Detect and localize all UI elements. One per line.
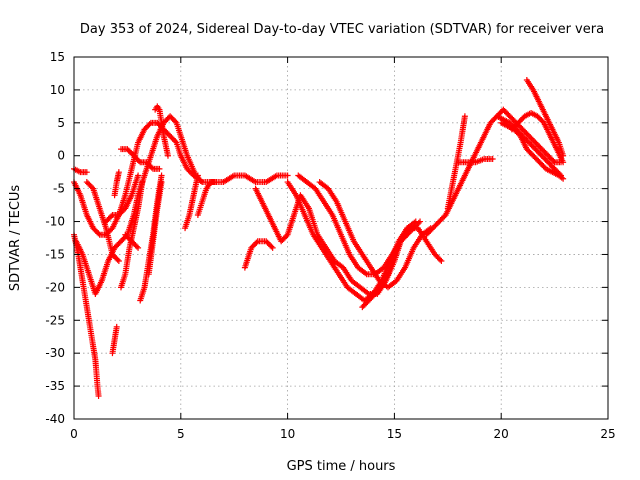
data-point <box>268 243 275 250</box>
axis-ticks: 0 5 10 15 20 25 -40 -35 -30 -25 -20 -15 -10 -5 0 5 10 15 <box>45 50 615 441</box>
data-point <box>158 179 165 186</box>
data-point <box>108 213 115 220</box>
y-tick-label: 10 <box>50 83 65 97</box>
data-point <box>560 152 567 159</box>
data-point <box>88 184 95 191</box>
x-axis-label: GPS time / hours <box>287 459 396 474</box>
data-point <box>417 218 424 225</box>
y-tick-label: 5 <box>57 116 65 130</box>
series-track-n <box>152 103 171 159</box>
series-track-x <box>444 113 468 212</box>
data-point <box>253 239 260 246</box>
data-point <box>438 258 445 265</box>
x-tick-label: 10 <box>280 427 295 441</box>
data-point <box>115 258 122 265</box>
data-point <box>199 179 206 186</box>
data-point <box>172 138 179 145</box>
series-track-l <box>122 231 142 251</box>
x-tick-label: 25 <box>600 427 615 441</box>
data-point <box>164 152 171 159</box>
y-tick-label: 15 <box>50 50 65 64</box>
series-track-o <box>182 172 201 232</box>
data-point <box>95 230 102 237</box>
x-tick-label: 15 <box>387 427 402 441</box>
data-point <box>269 244 276 251</box>
data-point <box>560 175 567 182</box>
series-track-y <box>455 156 496 166</box>
series-track-f <box>103 172 142 225</box>
y-tick-label: -20 <box>45 280 65 294</box>
series-track-g <box>109 323 120 357</box>
data-point <box>113 323 120 330</box>
data-point <box>135 172 142 179</box>
series-track-p <box>194 179 218 218</box>
data-point <box>95 392 102 399</box>
y-tick-label: -40 <box>45 412 65 426</box>
series-track-m <box>145 179 165 278</box>
data-point <box>148 164 155 171</box>
data-point <box>461 113 468 120</box>
y-tick-label: 0 <box>57 149 65 163</box>
data-point <box>156 165 163 172</box>
series-track-w <box>423 106 565 238</box>
y-tick-label: -25 <box>45 313 65 327</box>
x-tick-label: 0 <box>70 427 78 441</box>
series-track-ab <box>523 77 567 159</box>
series-track-t <box>295 172 445 278</box>
y-tick-label: -35 <box>45 379 65 393</box>
data-point <box>115 169 122 176</box>
data-point <box>415 219 422 226</box>
data-point <box>133 243 140 250</box>
series-track-q <box>241 238 276 271</box>
data-point <box>489 156 496 163</box>
y-tick-label: -30 <box>45 346 65 360</box>
data-point <box>284 172 291 179</box>
chart-title: Day 353 of 2024, Sidereal Day-to-day VTE… <box>80 22 604 37</box>
data-point <box>135 244 142 251</box>
data-point <box>135 157 142 164</box>
y-tick-label: -5 <box>53 182 65 196</box>
data-marks <box>71 77 567 399</box>
data-point <box>560 159 567 166</box>
series-track-b <box>71 231 102 399</box>
data-point <box>172 118 179 125</box>
y-axis-label: SDTVAR / TECUs <box>8 185 23 292</box>
series-track-v <box>359 218 424 311</box>
series-track-ac <box>498 119 567 182</box>
series-track-u <box>316 179 434 291</box>
data-point <box>139 179 146 186</box>
x-tick-label: 20 <box>494 427 509 441</box>
series-track-a <box>71 119 291 238</box>
data-point <box>211 179 218 186</box>
data-point <box>158 172 165 179</box>
grid-lines <box>74 57 608 419</box>
data-point <box>114 256 121 263</box>
series-track-h <box>111 169 122 199</box>
data-point <box>146 121 153 128</box>
series-track-i <box>117 146 163 172</box>
x-tick-label: 5 <box>177 427 185 441</box>
plot-frame <box>73 56 609 420</box>
data-point <box>437 256 444 263</box>
data-point <box>283 233 290 240</box>
y-tick-label: -10 <box>45 215 65 229</box>
data-point <box>550 157 557 164</box>
y-tick-label: -15 <box>45 247 65 261</box>
data-point <box>194 172 201 179</box>
data-point <box>83 169 90 176</box>
